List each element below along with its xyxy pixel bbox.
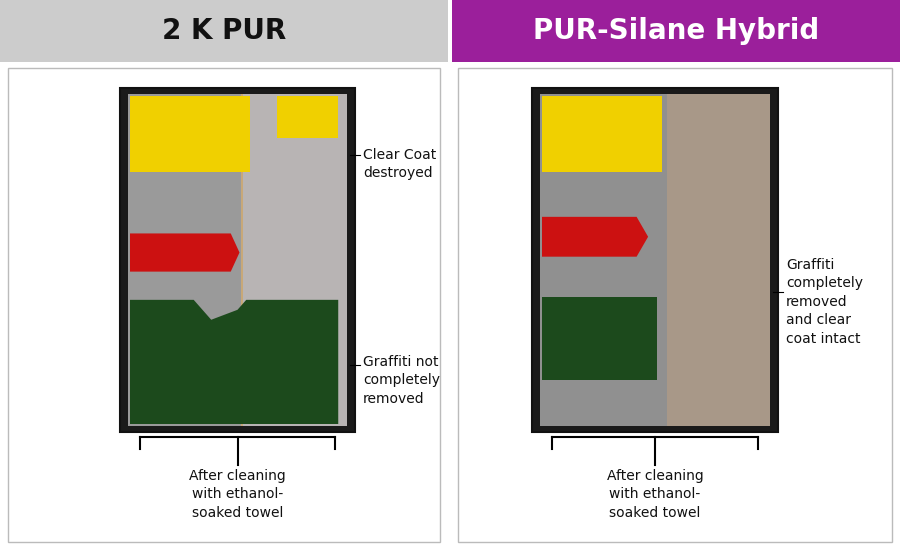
- Text: 2 K PUR: 2 K PUR: [162, 17, 286, 45]
- Text: Clear Coat
destroyed: Clear Coat destroyed: [363, 148, 436, 180]
- Bar: [532, 88, 778, 432]
- Text: PUR-Silane Hybrid: PUR-Silane Hybrid: [533, 17, 819, 45]
- Bar: [128, 94, 242, 426]
- Bar: [542, 96, 662, 172]
- Bar: [242, 94, 347, 426]
- Bar: [8, 68, 440, 542]
- Polygon shape: [130, 233, 239, 272]
- Bar: [540, 94, 667, 426]
- Bar: [667, 94, 770, 426]
- Bar: [120, 88, 355, 432]
- Polygon shape: [130, 300, 338, 424]
- Text: After cleaning
with ethanol-
soaked towel: After cleaning with ethanol- soaked towe…: [189, 469, 286, 520]
- Bar: [452, 0, 900, 62]
- Text: Graffiti
completely
removed
and clear
coat intact: Graffiti completely removed and clear co…: [786, 258, 863, 345]
- Bar: [241, 94, 243, 426]
- Text: After cleaning
with ethanol-
soaked towel: After cleaning with ethanol- soaked towe…: [607, 469, 704, 520]
- Bar: [0, 0, 448, 62]
- Bar: [130, 96, 250, 172]
- Bar: [542, 296, 657, 380]
- Bar: [277, 96, 338, 138]
- Bar: [458, 68, 892, 542]
- Polygon shape: [542, 217, 648, 257]
- Text: Graffiti not
completely
removed: Graffiti not completely removed: [363, 355, 440, 406]
